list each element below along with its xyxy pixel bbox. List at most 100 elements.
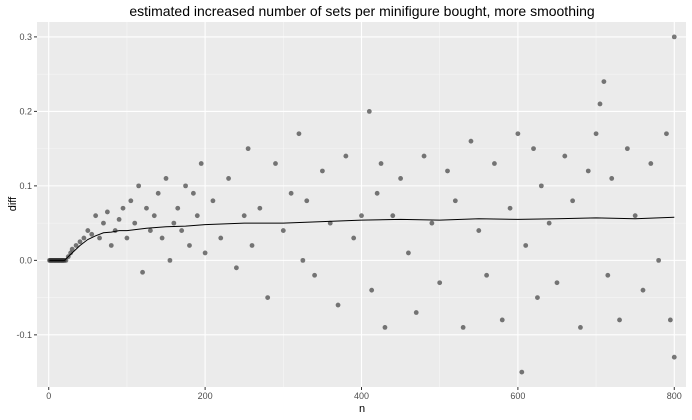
data-point [85, 228, 91, 233]
data-point [128, 198, 134, 204]
data-point [476, 228, 482, 233]
x-tick-label: 0 [46, 391, 51, 401]
data-point [190, 190, 196, 196]
data-point [515, 131, 521, 137]
data-point [374, 190, 380, 196]
data-point [398, 176, 403, 181]
data-point [187, 243, 192, 248]
data-point [452, 198, 458, 204]
data-point [664, 131, 669, 137]
data-point [369, 287, 375, 293]
data-point [218, 235, 224, 241]
data-point [304, 198, 310, 204]
data-point [124, 235, 130, 241]
data-point [632, 213, 638, 219]
data-point [382, 325, 388, 330]
x-axis-title: n [359, 403, 365, 415]
scatter-points [47, 34, 677, 375]
data-point [468, 138, 474, 144]
x-tick-label: 800 [667, 391, 682, 401]
data-point [249, 243, 255, 248]
data-point [421, 153, 427, 159]
data-point [601, 79, 607, 84]
data-point [93, 213, 99, 219]
y-tick-label: 0.3 [19, 32, 32, 42]
data-point [288, 190, 294, 196]
x-tick-label: 600 [510, 391, 525, 401]
smoothing-line [49, 216, 675, 261]
data-point [147, 228, 153, 233]
y-tick-label: 0.1 [19, 181, 32, 191]
data-point [116, 216, 122, 222]
data-point [648, 161, 654, 166]
data-point [73, 243, 79, 248]
data-point [320, 168, 325, 174]
data-point [312, 272, 317, 278]
data-point [63, 257, 69, 263]
data-point [179, 228, 185, 233]
data-point [233, 265, 239, 271]
data-point [523, 243, 529, 248]
data-point [570, 198, 576, 204]
chart-title: estimated increased number of sets per m… [129, 3, 594, 19]
data-point [167, 257, 173, 263]
data-point [77, 239, 83, 245]
data-point [69, 246, 75, 252]
data-point [546, 220, 552, 226]
x-axis: 0 200 400 600 800 [46, 387, 682, 401]
data-point [89, 231, 95, 237]
data-point [499, 317, 505, 323]
data-point [280, 228, 286, 233]
grid-lines [37, 22, 686, 387]
data-point [241, 213, 247, 219]
data-point [624, 146, 630, 152]
data-point [132, 220, 138, 226]
data-point [104, 209, 110, 215]
data-point [492, 161, 497, 166]
data-point [343, 153, 349, 159]
data-point [671, 34, 677, 40]
data-point [335, 302, 341, 308]
data-point [535, 295, 540, 301]
data-point [327, 220, 333, 226]
y-tick-label: 0.2 [19, 106, 32, 116]
data-point [366, 108, 372, 114]
y-axis: -0.1 0.0 0.1 0.2 0.3 [16, 32, 37, 340]
data-point [108, 243, 114, 248]
data-point [609, 176, 615, 181]
data-point [519, 369, 525, 375]
data-point [351, 235, 357, 241]
data-point [640, 287, 646, 293]
data-point [671, 354, 677, 360]
data-point [460, 325, 466, 330]
data-point [538, 183, 544, 189]
data-point [597, 101, 603, 107]
data-point [605, 272, 611, 278]
data-point [175, 205, 181, 211]
data-point [171, 220, 177, 226]
data-point [378, 161, 384, 166]
data-point [562, 153, 568, 159]
data-point [445, 168, 450, 174]
data-point [144, 205, 149, 211]
data-point [194, 213, 200, 219]
data-point [159, 235, 165, 241]
data-point [578, 325, 583, 330]
x-tick-label: 200 [198, 391, 213, 401]
data-point [226, 176, 231, 181]
data-point [585, 168, 591, 174]
data-point [390, 213, 396, 219]
data-point [210, 198, 216, 204]
data-point [97, 235, 102, 241]
data-point [245, 146, 251, 152]
data-point [265, 295, 271, 301]
data-point [531, 146, 536, 152]
data-point [429, 220, 435, 226]
data-point [155, 190, 161, 196]
data-point [202, 250, 208, 256]
data-point [136, 183, 142, 189]
data-point [667, 317, 673, 323]
data-point [273, 161, 278, 166]
data-point [163, 176, 169, 181]
